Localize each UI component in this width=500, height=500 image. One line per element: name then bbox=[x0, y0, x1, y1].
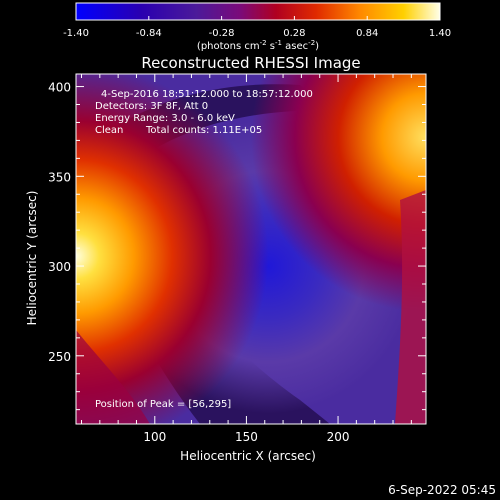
x-tick-label: 150 bbox=[235, 430, 258, 444]
x-axis-ticks: 100 150 200 bbox=[80, 74, 412, 444]
y-tick-label: 350 bbox=[48, 170, 71, 184]
x-axis-label: Heliocentric X (arcsec) bbox=[180, 449, 316, 463]
y-axis-ticks: 250 300 350 400 bbox=[48, 81, 426, 411]
heatmap bbox=[76, 74, 426, 424]
colorbar-tick-label: -1.40 bbox=[63, 28, 89, 39]
annotation-detectors: Detectors: 3F 8F, Att 0 bbox=[95, 101, 208, 112]
colorbar-tick-label: -0.28 bbox=[209, 28, 235, 39]
plot-frame bbox=[75, 73, 427, 425]
y-tick-label: 300 bbox=[48, 260, 71, 274]
colorbar-unit-label: (photons cm-2 s-1 asec-2) bbox=[197, 39, 319, 52]
annotation-counts: Total counts: 1.11E+05 bbox=[145, 125, 262, 136]
annotation-peak: Position of Peak = [56,295] bbox=[95, 399, 231, 410]
heatmap-hot-right bbox=[76, 74, 426, 424]
colorbar-tick-label: -0.84 bbox=[136, 28, 162, 39]
y-tick-label: 250 bbox=[48, 350, 71, 364]
x-tick-label: 200 bbox=[327, 430, 350, 444]
heatmap-bottom-left bbox=[76, 330, 150, 424]
x-tick-label: 100 bbox=[143, 430, 166, 444]
colorbar-ticks: -1.40 -0.84 -0.28 0.28 0.84 1.40 bbox=[63, 16, 451, 39]
chart-title: Reconstructed RHESSI Image bbox=[141, 54, 360, 72]
heatmap-right-strip bbox=[395, 190, 426, 424]
colorbar-gradient bbox=[75, 2, 441, 21]
colorbar: -1.40 -0.84 -0.28 0.28 0.84 1.40 (photons cm-… bbox=[63, 2, 451, 52]
footer-date: 6-Sep-2022 05:45 bbox=[388, 483, 496, 497]
colorbar-tick-label: 1.40 bbox=[429, 28, 451, 39]
annotation-clean: Clean bbox=[95, 125, 123, 136]
colorbar-tick-label: 0.28 bbox=[283, 28, 305, 39]
y-axis-label: Heliocentric Y (arcsec) bbox=[25, 191, 39, 326]
y-tick-label: 400 bbox=[48, 81, 71, 95]
annotation-time: 4-Sep-2016 18:51:12.000 to 18:57:12.000 bbox=[101, 89, 313, 100]
annotations: 4-Sep-2016 18:51:12.000 to 18:57:12.000 … bbox=[95, 89, 313, 410]
annotation-energy: Energy Range: 3.0 - 6.0 keV bbox=[95, 113, 235, 124]
colorbar-tick-label: 0.84 bbox=[356, 28, 378, 39]
